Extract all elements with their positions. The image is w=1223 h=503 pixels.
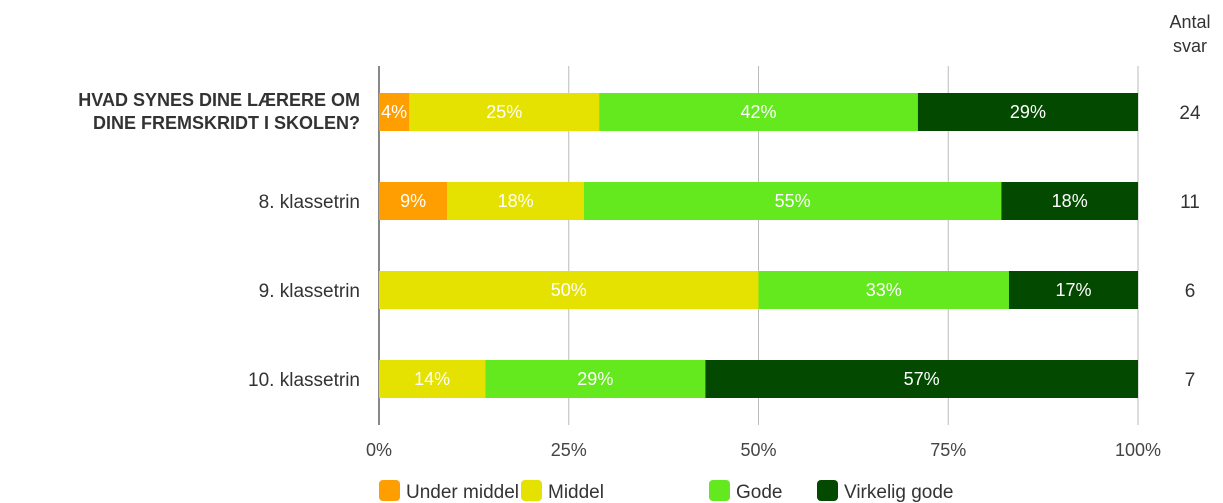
- segment-value-label: 9%: [400, 191, 426, 211]
- x-tick-label: 75%: [930, 440, 966, 460]
- category-label-line: HVAD SYNES DINE LÆRERE OM: [78, 90, 360, 110]
- response-count: 11: [1180, 192, 1200, 213]
- x-tick-label: 50%: [740, 440, 776, 460]
- bar-segment: [409, 93, 600, 131]
- response-count: 24: [1179, 103, 1201, 124]
- bar-segment: [705, 360, 1138, 398]
- segment-value-label: 17%: [1055, 280, 1091, 300]
- bar-segment: [379, 182, 448, 220]
- legend-swatch: [817, 480, 838, 501]
- category-label: 8. klassetrin: [259, 192, 360, 213]
- response-count: 6: [1185, 281, 1196, 302]
- bar-segment: [379, 360, 486, 398]
- segment-value-label: 57%: [904, 369, 940, 389]
- bar-segment: [1001, 182, 1138, 220]
- count-column: Antal svar 24 11 6 7: [1169, 12, 1210, 391]
- legend-swatch: [521, 480, 542, 501]
- response-count: 7: [1185, 370, 1196, 391]
- segment-value-label: 18%: [498, 191, 534, 211]
- category-label: 10. klassetrin: [248, 370, 360, 391]
- segment-value-label: 50%: [551, 280, 587, 300]
- bar-segment: [583, 182, 1002, 220]
- counts-header-line1: Antal: [1169, 12, 1210, 32]
- counts-header-line2: svar: [1173, 36, 1207, 56]
- bar-segment: [485, 360, 706, 398]
- segment-value-label: 14%: [414, 369, 450, 389]
- legend-label: Under middel: [406, 482, 519, 503]
- bar-segment: [1008, 271, 1138, 309]
- category-labels: HVAD SYNES DINE LÆRERE OM DINE FREMSKRIDT…: [78, 90, 360, 391]
- legend-label: Virkelig gode: [844, 482, 954, 503]
- segment-value-label: 18%: [1052, 191, 1088, 211]
- segment-value-label: 55%: [775, 191, 811, 211]
- bar-segment: [917, 93, 1138, 131]
- bar-segment: [758, 271, 1009, 309]
- legend-label: Gode: [736, 482, 782, 503]
- bars: 4% 25% 42% 29% 9% 18% 55% 18% 50% 33% 17% 14% 29% 57%: [379, 93, 1138, 398]
- legend: Under middel Middel Gode Virkelig gode: [379, 480, 954, 503]
- segment-value-label: 4%: [381, 102, 407, 122]
- bar-segment: [599, 93, 918, 131]
- category-label: 9. klassetrin: [259, 281, 360, 302]
- x-tick-label: 0%: [366, 440, 392, 460]
- x-tick-label: 100%: [1115, 440, 1161, 460]
- segment-value-label: 29%: [1010, 102, 1046, 122]
- category-label-title: HVAD SYNES DINE LÆRERE OM DINE FREMSKRIDT…: [78, 90, 360, 133]
- legend-swatch: [379, 480, 400, 501]
- segment-value-label: 33%: [866, 280, 902, 300]
- legend-label: Middel: [548, 482, 604, 503]
- bar-segment: [379, 93, 410, 131]
- category-label-line: DINE FREMSKRIDT I SKOLEN?: [93, 113, 360, 133]
- bar-segment: [447, 182, 584, 220]
- x-tick-label: 25%: [551, 440, 587, 460]
- segment-value-label: 29%: [577, 369, 613, 389]
- segment-value-label: 25%: [486, 102, 522, 122]
- legend-swatch: [709, 480, 730, 501]
- segment-value-label: 42%: [740, 102, 776, 122]
- bar-segment: [379, 271, 759, 309]
- x-axis-tick-labels: 0% 25% 50% 75% 100%: [366, 440, 1161, 460]
